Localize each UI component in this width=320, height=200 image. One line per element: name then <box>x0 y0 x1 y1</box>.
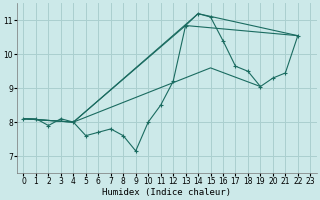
X-axis label: Humidex (Indice chaleur): Humidex (Indice chaleur) <box>102 188 231 197</box>
